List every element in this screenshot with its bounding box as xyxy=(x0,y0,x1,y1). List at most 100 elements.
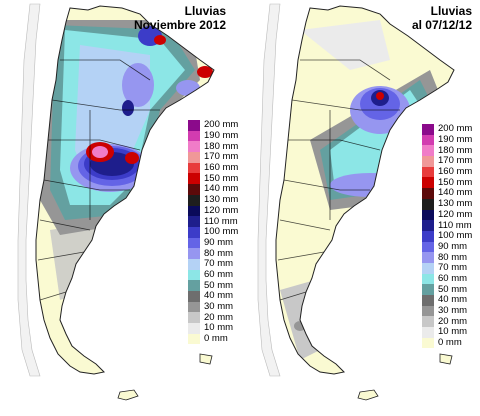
legend-swatch xyxy=(188,162,200,174)
legend-swatch xyxy=(422,220,434,231)
map-panel-07-12-12: Lluvias al 07/12/12 200 mm 190 mm 180 mm 17… xyxy=(240,0,480,416)
legend-label: 170 mm xyxy=(438,155,473,167)
legend-row: 190 mm xyxy=(422,135,480,146)
legend-label: 150 mm xyxy=(438,176,473,188)
legend-swatch xyxy=(422,252,434,263)
legend-swatch xyxy=(422,273,434,285)
title-line1: Lluvias xyxy=(184,4,226,18)
legend-swatch xyxy=(188,226,200,238)
legend-swatch xyxy=(188,312,200,324)
legend-swatch xyxy=(188,152,200,163)
legend-row: 20 mm xyxy=(188,311,248,324)
legend-row: 10 mm xyxy=(188,323,248,334)
legend-row: 60 mm xyxy=(422,272,480,285)
legend-swatch xyxy=(188,269,200,281)
legend-label: 120 mm xyxy=(438,208,473,220)
legend-label: 90 mm xyxy=(204,236,234,248)
legend-label: 40 mm xyxy=(438,294,468,306)
legend-label: 70 mm xyxy=(438,262,468,274)
legend-swatch xyxy=(422,241,434,253)
rainfall-legend: 200 mm 190 mm 180 mm 170 mm 160 mm 150 mm 140 … xyxy=(188,120,248,345)
legend-label: 10 mm xyxy=(438,326,468,338)
legend-swatch xyxy=(188,258,200,270)
legend-row: 200 mm xyxy=(188,120,248,131)
legend-row: 90 mm xyxy=(422,240,480,253)
panel-title: Lluvias Noviembre 2012 xyxy=(134,4,226,32)
legend-label: 40 mm xyxy=(204,290,234,302)
legend-row: 150 mm xyxy=(422,176,480,189)
legend-swatch xyxy=(188,333,200,345)
legend-swatch xyxy=(422,134,434,146)
legend-swatch xyxy=(188,248,200,259)
legend-swatch xyxy=(188,130,200,142)
legend-swatch xyxy=(188,184,200,195)
legend-label: 130 mm xyxy=(204,194,239,206)
legend-label: 90 mm xyxy=(438,240,468,252)
legend-row: 40 mm xyxy=(422,295,480,306)
legend-label: 0 mm xyxy=(438,337,462,349)
legend-label: 190 mm xyxy=(204,130,239,142)
legend-label: 70 mm xyxy=(204,258,234,270)
legend-label: 140 mm xyxy=(204,183,239,195)
legend-row: 100 mm xyxy=(188,227,248,238)
legend-row: 140 mm xyxy=(188,184,248,195)
title-line2: Noviembre 2012 xyxy=(133,18,226,32)
legend-row: 70 mm xyxy=(188,259,248,270)
legend-label: 50 mm xyxy=(204,279,234,291)
legend-label: 20 mm xyxy=(438,315,468,327)
legend-row: 80 mm xyxy=(188,248,248,259)
legend-label: 60 mm xyxy=(438,272,468,284)
legend-row: 160 mm xyxy=(422,167,480,178)
legend-label: 50 mm xyxy=(438,283,468,295)
title-line1: Lluvias xyxy=(430,4,472,18)
legend-swatch xyxy=(188,280,200,291)
legend-swatch xyxy=(422,230,434,242)
legend-row: 60 mm xyxy=(188,268,248,281)
legend-label: 120 mm xyxy=(204,204,239,216)
legend-row: 80 mm xyxy=(422,252,480,263)
legend-row: 0 mm xyxy=(422,338,480,349)
legend-label: 60 mm xyxy=(204,268,234,280)
legend-swatch xyxy=(188,237,200,249)
legend-label: 20 mm xyxy=(204,311,234,323)
legend-row: 0 mm xyxy=(188,334,248,345)
legend-swatch xyxy=(422,177,434,189)
legend-label: 110 mm xyxy=(204,215,238,227)
legend-label: 190 mm xyxy=(438,134,473,146)
legend-swatch xyxy=(422,209,434,221)
legend-swatch xyxy=(422,305,434,317)
legend-row: 170 mm xyxy=(188,152,248,163)
legend-label: 140 mm xyxy=(438,187,473,199)
legend-label: 0 mm xyxy=(204,333,228,345)
legend-swatch xyxy=(188,194,200,206)
legend-label: 100 mm xyxy=(204,226,239,238)
legend-row: 70 mm xyxy=(422,263,480,274)
legend-row: 50 mm xyxy=(422,284,480,295)
legend-row: 140 mm xyxy=(422,188,480,199)
legend-label: 180 mm xyxy=(204,140,239,152)
legend-row: 50 mm xyxy=(188,280,248,291)
legend-swatch xyxy=(422,188,434,199)
legend-label: 80 mm xyxy=(204,247,234,259)
legend-row: 90 mm xyxy=(188,236,248,249)
argentina-rainfall-map-december xyxy=(257,3,455,401)
legend-swatch xyxy=(422,316,434,328)
legend-swatch xyxy=(188,301,200,313)
legend-swatch xyxy=(422,327,434,338)
legend-swatch xyxy=(188,141,200,153)
legend-row: 110 mm xyxy=(422,220,480,231)
title-line2: al 07/12/12 xyxy=(411,18,472,32)
legend-row: 130 mm xyxy=(422,199,480,210)
legend-label: 130 mm xyxy=(438,198,473,210)
legend-row: 180 mm xyxy=(188,140,248,153)
legend-label: 80 mm xyxy=(438,251,468,263)
legend-row: 30 mm xyxy=(422,306,480,317)
legend-row: 20 mm xyxy=(422,315,480,328)
legend-row: 120 mm xyxy=(422,208,480,221)
legend-swatch xyxy=(188,120,200,131)
legend-row: 150 mm xyxy=(188,173,248,185)
legend-label: 200 mm xyxy=(204,119,239,131)
legend-row: 10 mm xyxy=(422,327,480,338)
legend-row: 40 mm xyxy=(188,291,248,302)
legend-row: 110 mm xyxy=(188,216,248,227)
